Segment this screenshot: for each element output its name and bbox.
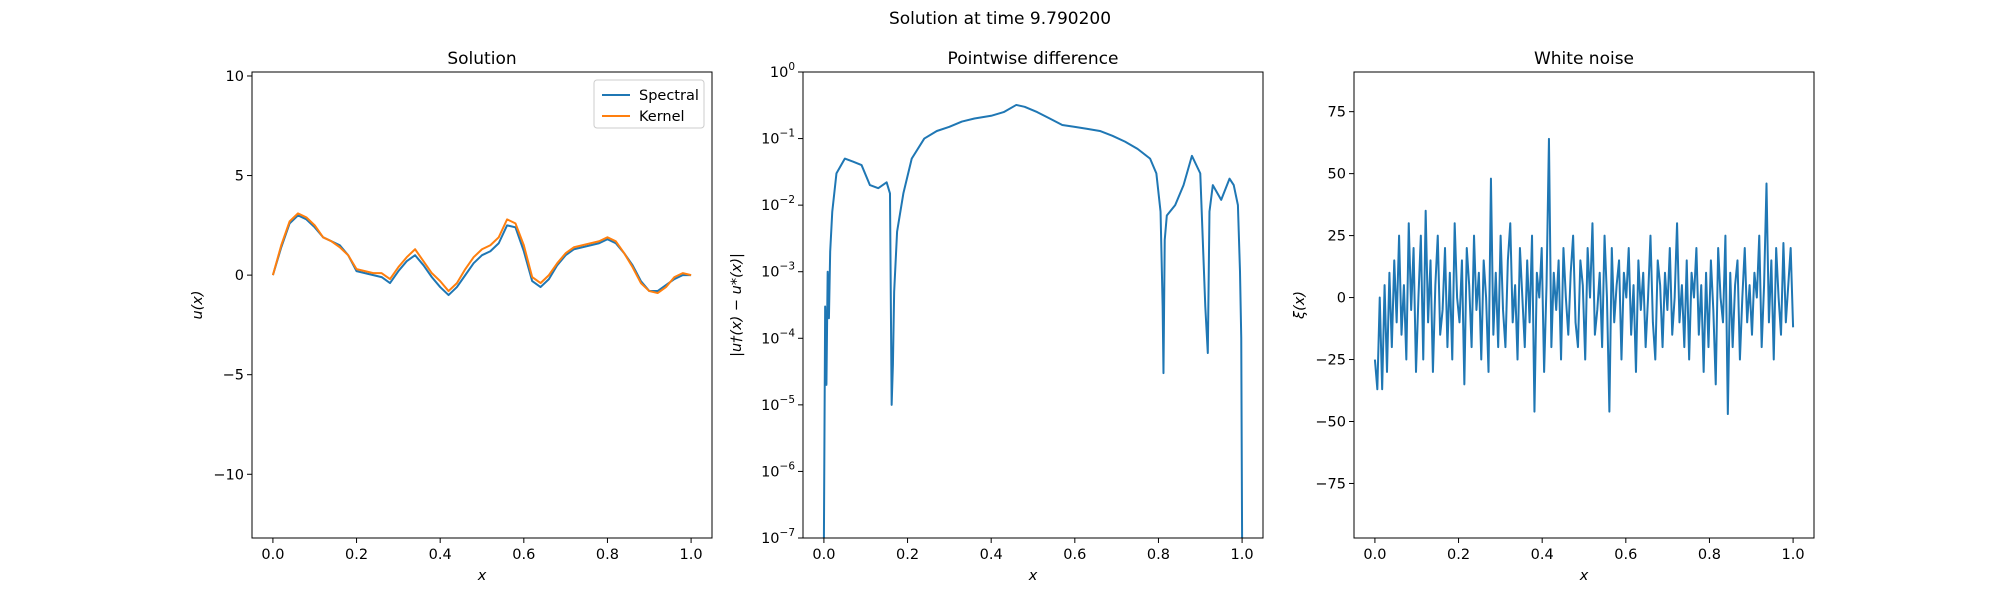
x-tick-label: 1.0 [1782,547,1805,563]
y-tick-label: 10−4 [761,327,795,347]
y-tick-label: 25 [1328,229,1346,245]
y-axis-label: |u†(x) − u*(x)| [729,253,745,357]
x-tick-label: 0.2 [1447,547,1470,563]
y-tick-label: −75 [1315,476,1346,492]
legend: Spectral Kernel [593,79,705,129]
x-tick-label: 0.8 [1147,547,1170,563]
figure-title: Solution at time 9.790200 [889,9,1111,29]
series-line-difference [822,103,1244,538]
x-tick-label: 0.6 [1614,547,1637,563]
legend-label-kernel: Kernel [639,109,685,125]
y-tick-label: 75 [1328,105,1346,121]
y-tick-label: 10−5 [761,394,795,414]
y-tick-label: −50 [1315,415,1346,431]
y-tick-label: −5 [223,368,244,384]
panel-solution: Solution 0.0 0.2 0.4 0.6 0.8 1.0 −10 −5 0 5 10 x u(x)… [190,49,713,584]
axes-frame [802,71,1264,539]
y-tick-label: 10−2 [761,194,795,214]
y-tick-label: 10−3 [761,261,795,281]
panel-pointwise-difference: Pointwise difference 0.0 0.2 0.4 0.6 0.8 1.0 10… [729,49,1264,584]
x-tick-label: 0.4 [980,547,1003,563]
y-tick-label: 10−6 [761,460,795,480]
x-tick-label: 0.0 [812,547,835,563]
x-tick-label: 0.8 [1698,547,1721,563]
y-axis-label: u(x) [190,290,206,319]
x-tick-label: 0.4 [1531,547,1554,563]
panel-title: Pointwise difference [948,49,1119,69]
x-tick-label: 0.2 [345,547,368,563]
y-tick-label: 0 [235,268,244,284]
x-tick-label: 0.6 [512,547,535,563]
x-tick-label: 0.0 [261,547,284,563]
x-tick-label: 0.6 [1063,547,1086,563]
axes-frame [251,71,713,539]
y-axis-label: ξ(x) [1292,291,1308,320]
y-tick-label: 10−7 [761,527,795,547]
series-line-kernel [271,212,692,295]
plot-area [822,103,1244,538]
plot-area [271,212,692,297]
y-tick-label: 5 [235,169,244,185]
y-tick-label: 10−1 [761,128,795,148]
x-axis-label: x [477,568,487,584]
x-tick-label: 0.0 [1363,547,1386,563]
x-tick-label: 0.8 [596,547,619,563]
y-tick-label: 0 [1337,291,1346,307]
series-line-noise [1373,137,1795,416]
y-tick-label: 50 [1328,167,1346,183]
series-line-spectral [271,214,692,297]
y-tick-label: 10 [226,69,244,85]
x-axis-label: x [1579,568,1589,584]
y-tick-label: −10 [213,467,244,483]
x-tick-label: 1.0 [680,547,703,563]
x-axis-label: x [1028,568,1038,584]
legend-label-spectral: Spectral [639,88,699,104]
y-tick-label: −25 [1315,353,1346,369]
x-tick-label: 0.2 [896,547,919,563]
axes-frame [1353,71,1815,539]
x-tick-label: 0.4 [429,547,452,563]
y-tick-label: 100 [770,61,795,81]
plot-area [1373,137,1795,416]
panel-title: White noise [1534,49,1634,69]
panel-title: Solution [447,49,516,69]
panel-white-noise: White noise 0.0 0.2 0.4 0.6 0.8 1.0 −75 −50 −25 0 2… [1292,49,1815,584]
x-tick-label: 1.0 [1231,547,1254,563]
